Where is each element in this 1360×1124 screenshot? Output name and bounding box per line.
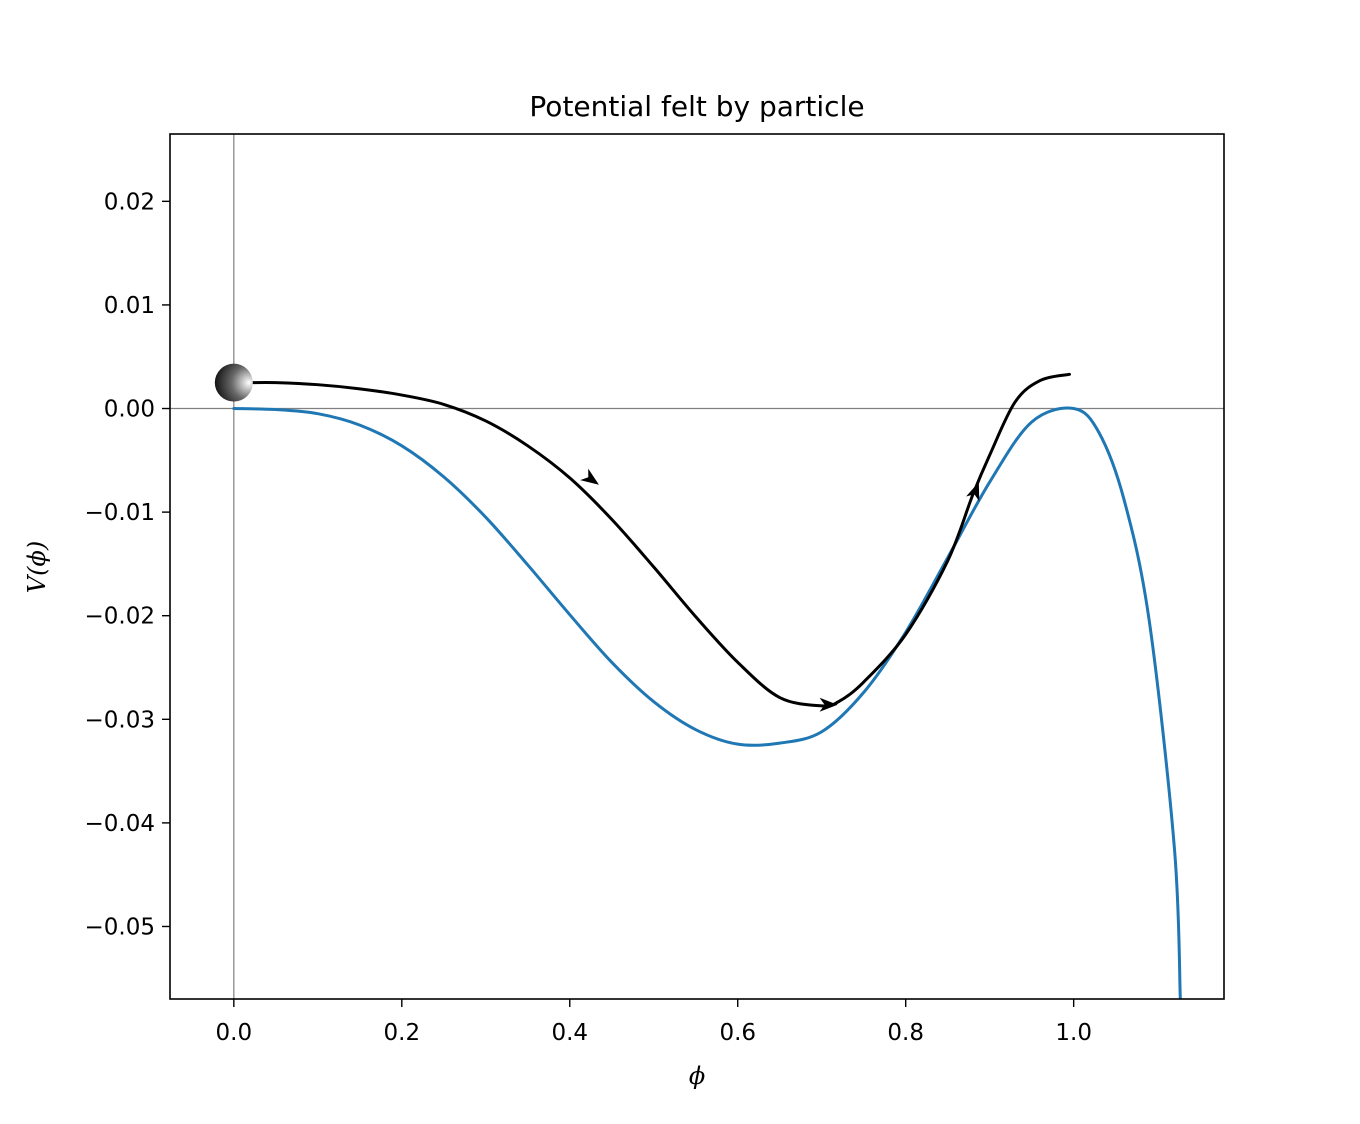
- x-axis-label: ϕ: [689, 1062, 705, 1090]
- arrow-layer: [580, 468, 980, 712]
- y-tick-label: 0.00: [104, 397, 155, 423]
- marker-layer: [214, 363, 253, 402]
- plot-area: [169, 133, 1225, 1000]
- y-tick-label: 0.02: [104, 189, 155, 215]
- y-tick-label: −0.03: [85, 707, 155, 733]
- particle-ball-icon: [214, 363, 253, 402]
- direction-arrow-icon: [580, 468, 599, 485]
- x-tick-label: 0.8: [887, 1020, 924, 1046]
- y-axis-label: V(ϕ): [23, 541, 51, 593]
- series-layer: [232, 372, 1182, 999]
- x-tick-label: 0.2: [384, 1020, 421, 1046]
- direction-arrow-icon: [819, 697, 838, 712]
- y-tick-label: −0.04: [85, 811, 155, 837]
- x-tick-label: 0.4: [551, 1020, 588, 1046]
- direction-arrow-icon: [966, 482, 980, 502]
- trajectory-curve: [249, 372, 1071, 708]
- y-tick-label: −0.05: [85, 914, 155, 940]
- reference-lines: [170, 134, 1224, 999]
- y-tick-label: −0.02: [85, 604, 155, 630]
- y-tick-label: −0.01: [85, 500, 155, 526]
- y-axis: 0.02 0.01 0.00 −0.01 −0.02 −0.03 −0.04 −0.05: [85, 189, 170, 940]
- plot-frame: [169, 133, 1225, 1000]
- x-tick-label: 0.0: [216, 1020, 253, 1046]
- chart-title: Potential felt by particle: [529, 90, 864, 123]
- x-tick-label: 1.0: [1055, 1020, 1092, 1046]
- y-tick-label: 0.01: [104, 293, 155, 319]
- potential-curve: [232, 406, 1182, 999]
- x-axis: 0.0 0.2 0.4 0.6 0.8 1.0: [216, 999, 1092, 1046]
- x-tick-label: 0.6: [719, 1020, 756, 1046]
